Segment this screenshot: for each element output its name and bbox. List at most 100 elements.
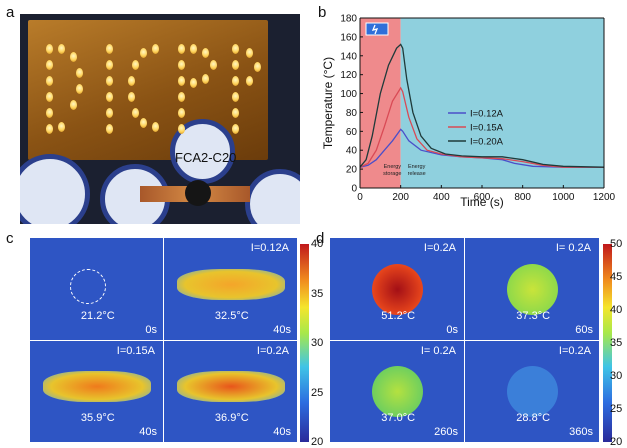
led-light [140,48,147,58]
led-light [132,60,139,70]
led-light [58,122,65,132]
led-light [232,124,239,134]
thermal-cell: I=0.2A 36.9°C 40s [164,340,297,442]
panel-c-thermal: 21.2°C 0s I=0.12A 32.5°C 40s I=0.15A 35.9°C 40s… [30,238,298,443]
temperature-label: 37.0°C [381,412,416,424]
led-light [232,60,239,70]
region-label: storage [383,171,401,177]
thermal-cell: I=0.12A 32.5°C 40s [164,238,297,340]
time-label: 60s [575,323,593,336]
y-tick-label: 20 [346,165,358,176]
emblem-decoration [20,154,90,224]
heat-spot [506,366,559,418]
colorbar-d [603,244,612,442]
temperature-label: 32.5°C [214,309,249,322]
fca-module-core [185,180,211,206]
led-light [106,44,113,54]
led-light [210,60,217,70]
time-label: 0s [446,323,458,336]
lightning-bolt [371,24,379,35]
colorbar-tick: 20 [311,436,324,448]
led-light [132,108,139,118]
thermal-cell: I=0.2A 51.2°C 0s [330,238,464,340]
led-light [232,108,239,118]
series-line-0 [359,128,604,168]
colorbar-c [300,244,309,442]
panel-letter-d: d [316,230,325,247]
led-light [178,108,185,118]
led-light [46,44,53,54]
led-light [178,124,185,134]
led-light [106,76,113,86]
region-label: release [408,171,426,177]
region-release [400,18,604,188]
x-tick-label: 800 [514,192,531,203]
led-light [58,44,65,54]
led-light [128,76,135,86]
current-label: I= 0.2A [555,242,591,254]
led-light [152,44,159,54]
x-tick-label: 1000 [552,192,575,203]
y-tick-label: 80 [346,108,358,119]
led-light [178,92,185,102]
y-tick-label: 180 [340,14,357,25]
led-light [232,76,239,86]
colorbar-tick: 25 [610,403,623,415]
led-light [46,76,53,86]
y-tick-label: 160 [340,32,357,43]
x-tick-label: 1200 [593,192,616,203]
led-light [106,60,113,70]
led-light [202,74,209,84]
led-light [70,52,77,62]
temperature-label: 36.9°C [214,412,249,424]
y-tick-label: 40 [346,146,358,157]
time-label: 360s [569,426,593,438]
y-tick-label: 60 [346,127,358,138]
time-label: 40s [139,426,157,438]
led-light [106,124,113,134]
led-light [232,44,239,54]
temperature-label: 28.8°C [516,412,551,424]
y-tick-label: 0 [351,184,357,195]
time-label: 40s [273,426,291,438]
colorbar-tick: 20 [610,436,623,448]
colorbar-tick: 30 [311,337,324,349]
panel-d-thermal: I=0.2A 51.2°C 0s I= 0.2A 37.3°C 60s I= 0.2A 37.… [330,238,600,443]
led-light [232,92,239,102]
led-light [76,68,83,78]
thermal-cell: I= 0.2A 37.3°C 60s [465,238,599,340]
current-label: I=0.12A [250,242,289,254]
colorbar-tick: 45 [610,271,623,283]
led-light [178,60,185,70]
temperature-label: 37.3°C [516,309,551,322]
panel-letter-a: a [6,4,15,21]
heat-spot [70,268,106,305]
x-tick-label: 200 [392,192,409,203]
thermal-cell: I=0.2A 28.8°C 360s [465,340,599,442]
current-label: I=0.2A [558,344,591,357]
colorbar-tick: 35 [311,287,324,300]
led-light [178,76,185,86]
colorbar-tick: 40 [311,238,324,250]
led-light [140,118,147,128]
heat-spot [177,268,285,300]
series-line-1 [359,86,604,168]
legend-label: I=0.15A [470,123,504,134]
led-light [46,124,53,134]
time-label: 40s [273,323,291,336]
heat-spot [371,366,424,418]
region-label: Energy [384,164,402,170]
thermal-cell: I= 0.2A 37.0°C 260s [330,340,464,442]
led-light [46,60,53,70]
legend-label: I=0.20A [470,137,504,148]
panel-letter-c: c [6,230,14,247]
heat-spot [506,263,559,315]
colorbar-tick: 35 [610,337,623,349]
heat-spot [177,371,285,402]
led-light [190,44,197,54]
colorbar-tick: 25 [311,386,324,399]
panel-letter-b: b [318,4,327,21]
region-storage [360,18,401,188]
led-light [76,84,83,94]
